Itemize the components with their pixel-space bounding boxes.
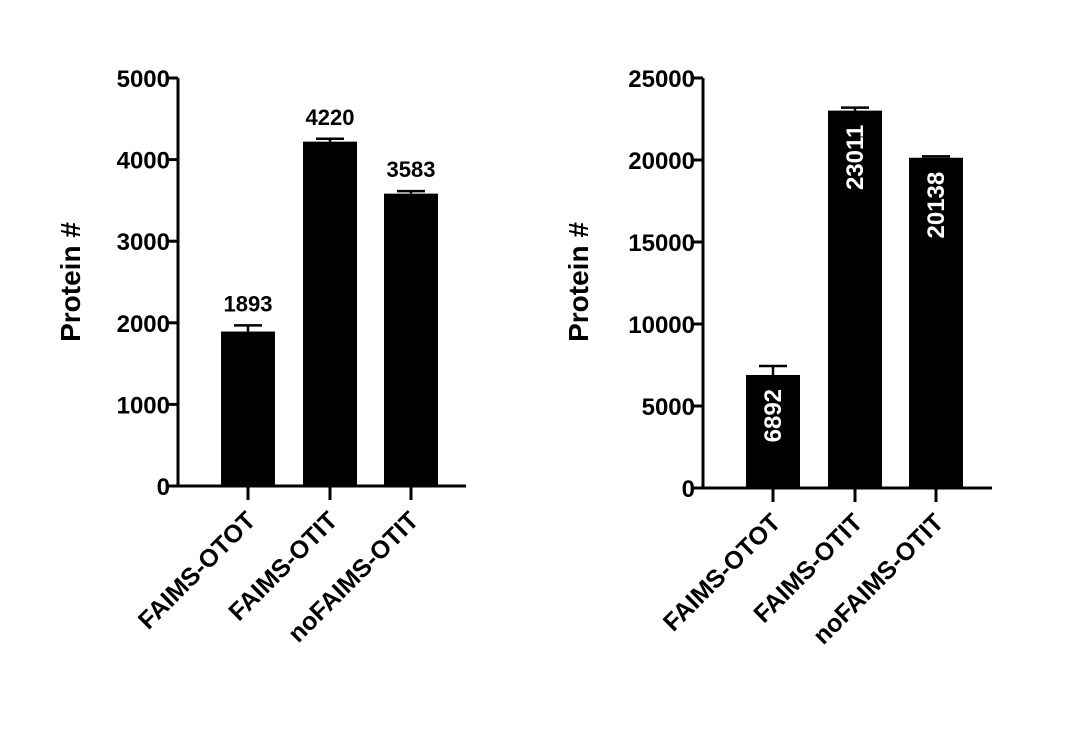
y-tick-label: 0 [682, 476, 695, 503]
y-tick-label: 5000 [642, 394, 695, 421]
y-axis-title: Protein # [55, 222, 86, 342]
bar-1 [746, 374, 800, 488]
y-tick-label: 10000 [628, 312, 695, 339]
y-tick-label: 3000 [117, 229, 170, 256]
data-label-3: 20138 [923, 172, 950, 239]
bar-3 [384, 193, 438, 486]
bar-2 [828, 110, 882, 488]
bar-2 [303, 141, 357, 486]
y-tick-label: 4000 [117, 148, 170, 175]
bar-3 [909, 157, 963, 488]
data-label-2: 4220 [306, 105, 355, 130]
data-label-3: 3583 [387, 157, 436, 182]
data-label-2: 23011 [842, 125, 869, 190]
chart-left: 189342203583010002000300040005000FAIMS-O… [55, 66, 466, 648]
y-tick-label: 20000 [628, 148, 695, 175]
y-tick-label: 25000 [628, 66, 695, 93]
y-tick-label: 1000 [117, 392, 170, 419]
y-tick-label: 5000 [117, 66, 170, 93]
chart-right: 689223011201380500010000150002000025000F… [563, 66, 992, 650]
bar-1 [221, 331, 275, 486]
y-tick-label: 15000 [628, 230, 695, 257]
y-tick-label: 2000 [117, 311, 170, 338]
data-label-1: 6892 [760, 389, 787, 442]
data-label-1: 1893 [224, 291, 273, 316]
y-axis-title: Protein # [563, 222, 594, 342]
y-tick-label: 0 [157, 474, 170, 501]
